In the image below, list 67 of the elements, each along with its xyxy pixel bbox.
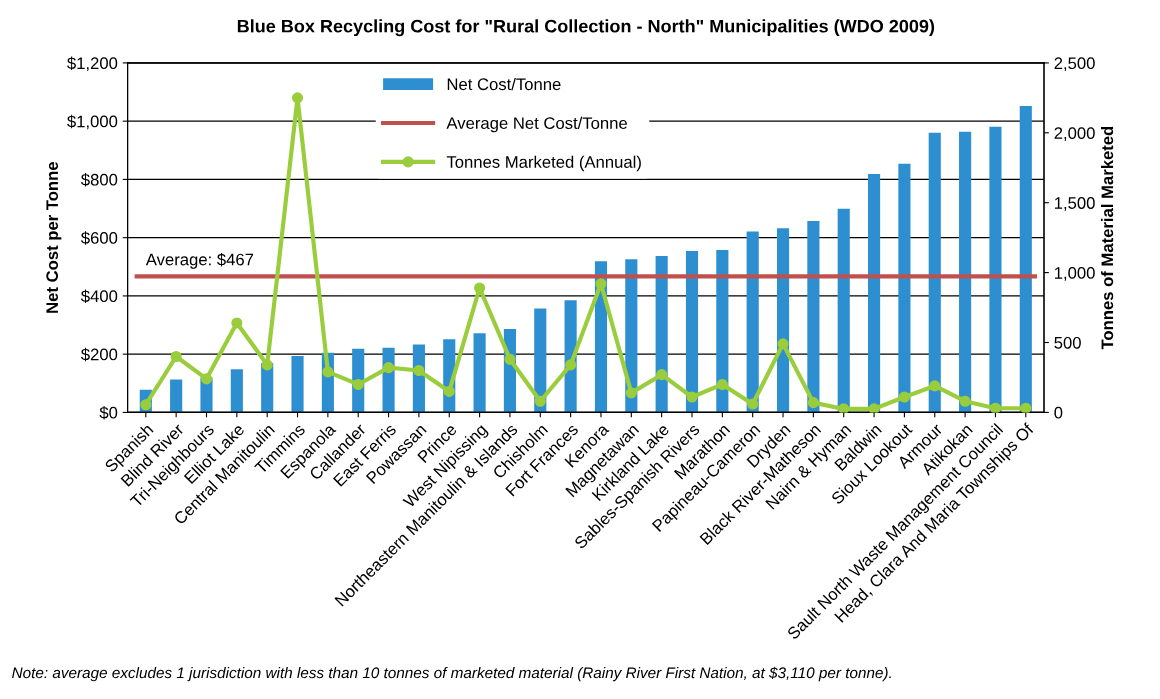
- point: [1020, 402, 1032, 413]
- point: [959, 395, 971, 407]
- point: [322, 366, 334, 378]
- bar: [716, 249, 729, 413]
- point: [686, 391, 698, 403]
- point: [291, 92, 304, 104]
- bar: [685, 251, 699, 413]
- point: [443, 385, 455, 397]
- point: [716, 378, 728, 391]
- point: [352, 378, 364, 391]
- y-tick-label: $1,000: [67, 114, 118, 130]
- point: [656, 369, 668, 381]
- bar: [989, 126, 1002, 413]
- point: [807, 397, 819, 409]
- point: [170, 350, 182, 363]
- point: [383, 362, 395, 374]
- text: Note: average excludes 1 jurisdiction with less than 10 tonnes of marketed material (Rainy River First Nation, at $3,110 per tonne).: [12, 666, 891, 682]
- point: [565, 359, 577, 371]
- bar: [776, 228, 790, 413]
- bar: [473, 333, 486, 413]
- point: [625, 387, 637, 399]
- point: [231, 317, 243, 329]
- annotation: Average: $467: [145, 252, 254, 269]
- bar: [807, 221, 820, 413]
- bar: [868, 173, 881, 413]
- chart-title: Blue Box Recycling Cost for "Rural Collection - North" Municipalities (WDO 2009): [237, 19, 935, 37]
- y2-tick-label: 0: [1054, 406, 1063, 419]
- point: [898, 391, 910, 403]
- bar: [291, 355, 304, 413]
- y2-tick-label: 1,500: [1054, 197, 1095, 211]
- legend-label: Average Net Cost/Tonne: [446, 116, 627, 133]
- bar: [837, 208, 850, 413]
- point: [413, 364, 425, 377]
- y2-tick-label: 2,000: [1054, 127, 1095, 141]
- y-tick-label: $800: [80, 173, 118, 187]
- bar: [170, 379, 183, 413]
- point: [595, 278, 607, 290]
- point: [200, 373, 213, 385]
- point: [261, 359, 273, 371]
- bar: [928, 132, 941, 413]
- y2-tick-label: 1,000: [1054, 267, 1095, 281]
- legend-label: Net Cost/Tonne: [447, 77, 561, 91]
- y-tick-label: $1,200: [67, 56, 118, 72]
- y-tick-label: $400: [80, 289, 118, 304]
- point: [929, 380, 941, 392]
- legend-label: Tonnes Marketed (Annual): [446, 155, 641, 172]
- y2-tick-label: 500: [1054, 336, 1081, 349]
- y-axis-title: Net Cost per Tonne: [46, 161, 62, 313]
- point: [989, 402, 1002, 413]
- y-tick-label: $200: [80, 347, 118, 362]
- y2-axis-title: Tonnes of Material Marketed: [1100, 126, 1114, 350]
- point: [474, 282, 486, 294]
- point: [777, 338, 789, 350]
- point: [838, 403, 850, 413]
- point: [534, 395, 546, 407]
- y-tick-label: $0: [99, 406, 118, 420]
- bar: [655, 256, 668, 413]
- bar: [1019, 106, 1032, 413]
- bar: [746, 231, 759, 413]
- bar: [230, 369, 243, 413]
- point: [504, 353, 516, 365]
- y2-tick-label: 2,500: [1054, 57, 1095, 72]
- y-tick-label: $600: [80, 231, 118, 245]
- bar: [898, 163, 911, 413]
- bar: [959, 131, 972, 413]
- point: [868, 403, 880, 413]
- point: [747, 398, 759, 410]
